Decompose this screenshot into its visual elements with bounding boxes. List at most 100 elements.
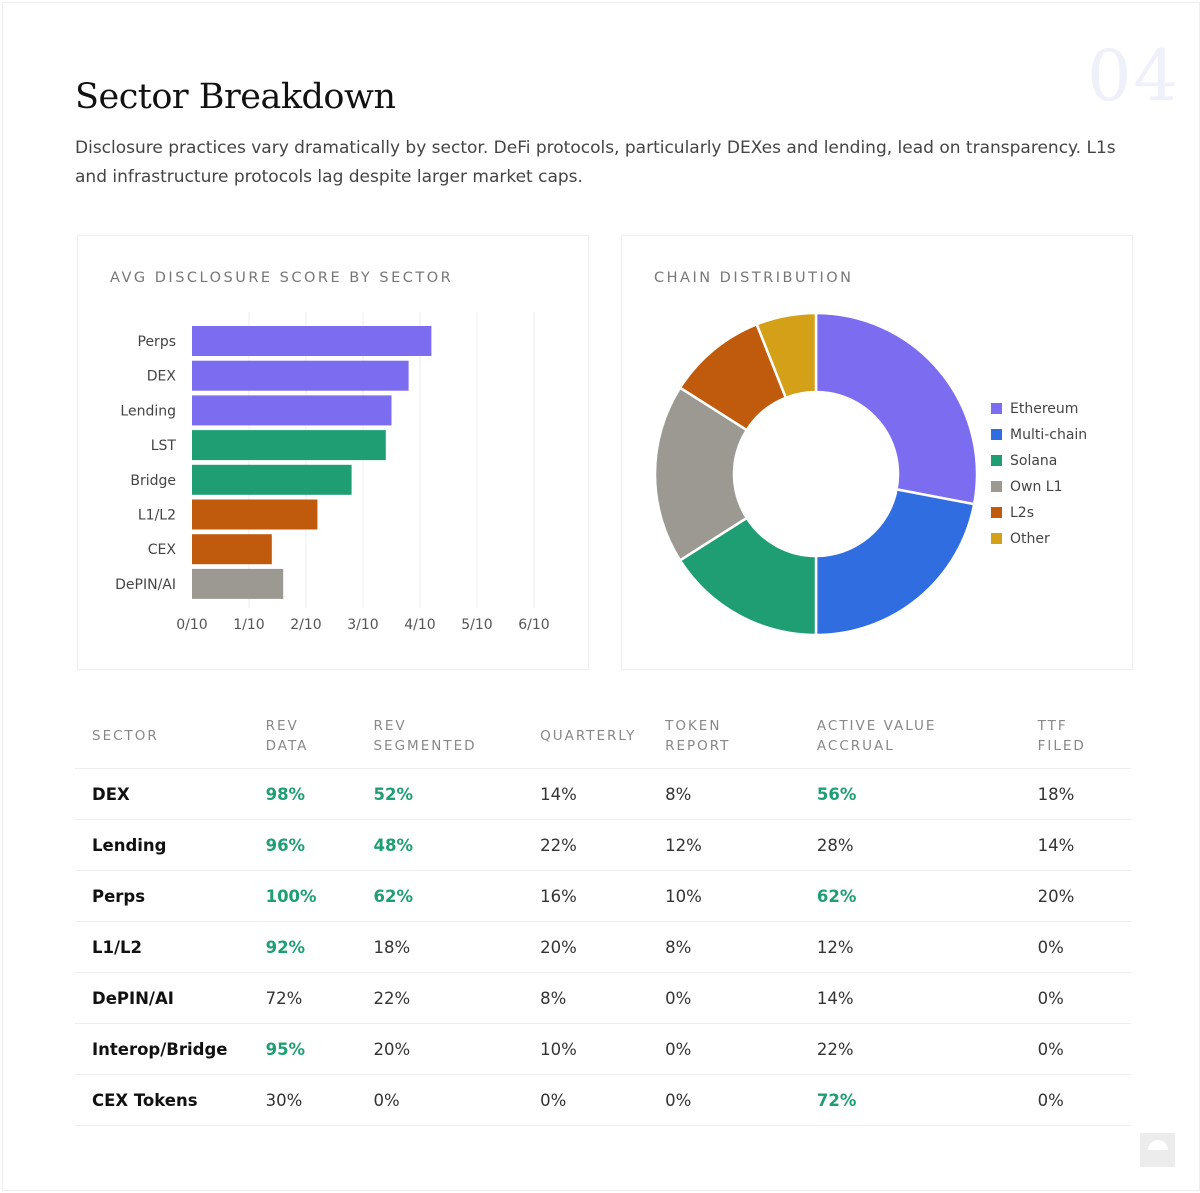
slice-ethereum — [814, 311, 979, 506]
column-header-line: TTF — [1037, 717, 1068, 734]
bar-bridge — [192, 464, 352, 495]
column-header-line: TOKEN — [665, 717, 722, 734]
column-header: REV DATA — [265, 703, 374, 769]
y-tick-label: Bridge — [130, 473, 176, 489]
legend-swatch — [991, 507, 1002, 518]
table-cell: 30% — [265, 1074, 374, 1126]
table-cell: 14% — [1037, 819, 1131, 871]
table-cell: 0% — [1037, 921, 1131, 973]
column-header-line: SEGMENTED — [373, 737, 477, 754]
x-tick-label: 0/10 — [176, 617, 207, 633]
column-header-line: QUARTERLY — [540, 727, 637, 744]
table-cell: 100% — [265, 870, 374, 922]
bar-perps — [192, 326, 432, 356]
y-tick-label: DEX — [147, 369, 177, 385]
table-cell: 62% — [373, 870, 541, 922]
table-cell: 0% — [665, 1074, 817, 1126]
bar-chart-card: AVG DISCLOSURE SCORE BY SECTOR 0/10 1/10 2… — [77, 235, 589, 670]
column-header-line: REV — [265, 717, 299, 734]
table-cell: 12% — [816, 921, 1038, 973]
table-cell: 8% — [665, 921, 817, 973]
table-cell: 0% — [540, 1074, 666, 1126]
y-tick-label: DePIN/AI — [115, 577, 176, 593]
y-tick-label: Lending — [120, 403, 176, 419]
column-header: QUARTERLY — [540, 703, 666, 769]
table-cell: 0% — [1037, 1074, 1131, 1126]
table-cell: 10% — [665, 870, 817, 922]
slice-multi-chain — [814, 487, 976, 637]
sector-table: SECTOR REV DATA REV SEGMENTED QUARTERLY TOKEN R… — [75, 703, 1131, 1126]
table-cell: 22% — [373, 972, 541, 1024]
logo-icon — [1140, 1133, 1175, 1167]
slice-solana — [678, 516, 818, 637]
legend-label: Ethereum — [1010, 401, 1078, 417]
table-cell: 20% — [373, 1023, 541, 1075]
legend-label: Other — [1010, 531, 1050, 547]
column-header: TTF FILED — [1037, 703, 1131, 769]
y-tick-label: L1/L2 — [138, 508, 176, 524]
column-header-line: FILED — [1037, 737, 1086, 754]
legend-swatch — [991, 429, 1002, 440]
table-row: Interop/Bridge 95% 20% 10% 0% 22% 0% — [75, 1023, 1131, 1075]
x-tick-label: 3/10 — [347, 617, 378, 633]
column-header: SECTOR — [75, 703, 266, 769]
table-row: L1/L2 92% 18% 20% 8% 12% 0% — [75, 921, 1131, 973]
sector-name: DePIN/AI — [75, 972, 266, 1024]
table-row: DePIN/AI 72% 22% 8% 0% 14% 0% — [75, 972, 1131, 1024]
bar-chart-title: AVG DISCLOSURE SCORE BY SECTOR — [110, 270, 454, 286]
table-cell: 10% — [540, 1023, 666, 1075]
column-header-line: REPORT — [665, 737, 731, 754]
sector-name: Lending — [75, 819, 266, 871]
table-cell: 92% — [265, 921, 374, 973]
table-cell: 72% — [265, 972, 374, 1024]
table-cell: 14% — [540, 768, 666, 820]
table-cell: 20% — [1037, 870, 1131, 922]
legend-label: L2s — [1010, 505, 1034, 521]
column-header-line: REV — [373, 717, 407, 734]
table-cell: 8% — [540, 972, 666, 1024]
table-cell: 20% — [540, 921, 666, 973]
sector-name: L1/L2 — [75, 921, 266, 973]
sector-name: DEX — [75, 768, 266, 820]
donut-chart-title: CHAIN DISTRIBUTION — [654, 270, 854, 286]
column-header-line: ACCRUAL — [816, 737, 895, 754]
sector-name: Perps — [75, 870, 266, 922]
legend-swatch — [991, 533, 1002, 544]
table-cell: 14% — [816, 972, 1038, 1024]
donut-chart: Ethereum Multi-chain Solana Own L1 L2s Other — [653, 311, 1087, 637]
table-row: CEX Tokens 30% 0% 0% 0% 72% 0% — [75, 1074, 1131, 1126]
table-cell: 28% — [816, 819, 1038, 871]
column-header-line: SECTOR — [92, 727, 159, 744]
table-cell: 18% — [373, 921, 541, 973]
column-header: REV SEGMENTED — [373, 703, 541, 769]
x-tick-label: 2/10 — [290, 617, 321, 633]
legend-label: Solana — [1010, 453, 1057, 469]
table-cell: 18% — [1037, 768, 1131, 820]
table-cell: 96% — [265, 819, 374, 871]
table-cell: 0% — [1037, 1023, 1131, 1075]
table-row: DEX 98% 52% 14% 8% 56% 18% — [75, 768, 1131, 820]
table-cell: 52% — [373, 768, 541, 820]
column-header-line: DATA — [265, 737, 309, 754]
legend-swatch — [991, 403, 1002, 414]
sector-name: Interop/Bridge — [75, 1023, 266, 1075]
sector-name: CEX Tokens — [75, 1074, 266, 1126]
table-cell: 0% — [373, 1074, 541, 1126]
table-cell: 0% — [665, 972, 817, 1024]
bar-depin-ai — [192, 568, 284, 599]
bar-dex — [192, 360, 409, 391]
table-cell: 0% — [1037, 972, 1131, 1024]
page-number: 04 — [1087, 35, 1181, 117]
table-cell: 22% — [540, 819, 666, 871]
donut-chart-card: CHAIN DISTRIBUTION Ethereum Multi-chain So… — [621, 235, 1133, 670]
table-cell: 12% — [665, 819, 817, 871]
y-tick-label: Perps — [138, 334, 177, 350]
column-header: ACTIVE VALUE ACCRUAL — [816, 703, 1038, 769]
x-tick-label: 6/10 — [518, 617, 549, 633]
table-cell: 62% — [816, 870, 1038, 922]
legend-swatch — [991, 455, 1002, 466]
bar-lst — [192, 430, 386, 461]
bar-chart: 0/10 1/10 2/10 3/10 4/10 5/10 6/10 Perps DEX Lend… — [115, 312, 550, 633]
table-cell: 48% — [373, 819, 541, 871]
